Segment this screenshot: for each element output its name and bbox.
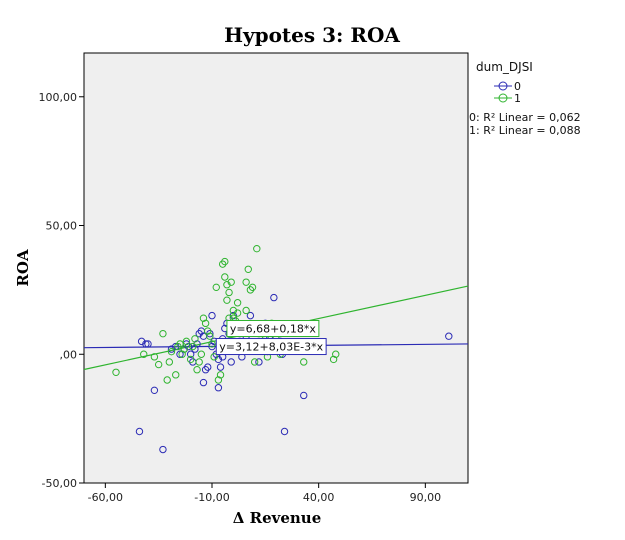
point-series-1 <box>140 350 148 358</box>
point-series-1 <box>212 283 220 292</box>
point-series-1 <box>332 350 340 358</box>
point-series-0 <box>280 427 289 436</box>
point-series-1 <box>242 278 250 286</box>
point-series-0 <box>246 311 255 320</box>
point-series-1 <box>154 360 163 369</box>
point-series-1 <box>167 347 176 356</box>
x-tick-label: 40,00 <box>303 491 335 504</box>
point-series-1 <box>191 335 199 343</box>
point-series-1 <box>180 345 188 353</box>
point-series-1 <box>197 350 206 358</box>
point-series-1 <box>244 265 252 273</box>
point-series-1 <box>193 366 201 374</box>
point-series-0 <box>159 445 167 454</box>
legend-marker-1 <box>498 93 508 103</box>
point-series-1 <box>300 358 308 366</box>
point-series-1 <box>186 355 195 364</box>
point-series-1 <box>112 368 120 376</box>
point-series-1 <box>223 296 231 304</box>
point-series-0 <box>227 358 235 366</box>
point-series-1 <box>253 244 261 253</box>
y-tick-label: 100,00 <box>39 91 78 104</box>
legend-entry-1: 1 <box>494 92 521 105</box>
point-series-1 <box>206 332 214 340</box>
point-series-1 <box>182 337 191 346</box>
x-tick-label: -60,00 <box>88 491 123 504</box>
point-series-0 <box>142 340 150 348</box>
point-series-0 <box>186 350 195 358</box>
x-axis-title: Δ Revenue <box>233 509 321 527</box>
point-series-0 <box>214 384 223 392</box>
point-series-1 <box>248 283 257 292</box>
legend-label-0: 0 <box>514 80 521 93</box>
point-series-1 <box>189 342 197 351</box>
fit-annotation-text: y=6,68+0,18*x <box>230 323 316 336</box>
y-tick-label: ,00 <box>60 348 78 361</box>
chart-title: Hypotes 3: ROA <box>224 23 400 47</box>
point-series-1 <box>221 273 229 281</box>
point-series-1 <box>225 288 233 297</box>
legend-title: dum_DJSI <box>476 60 533 74</box>
point-series-1 <box>176 340 184 348</box>
point-series-1 <box>210 353 218 361</box>
legend-fit-label-1: 1: R² Linear = 0,088 <box>469 124 581 137</box>
point-series-0 <box>445 332 453 340</box>
point-series-0 <box>216 363 225 371</box>
point-series-0 <box>204 363 212 371</box>
x-tick-label: 90,00 <box>410 491 442 504</box>
legend-fit-label-0: 0: R² Linear = 0,062 <box>469 111 581 124</box>
point-series-1 <box>233 299 242 307</box>
point-series-1 <box>250 358 259 366</box>
axis-ticks: -60,00 -10,00 40,00 90,00 -50,00 ,00 50,00 100,… <box>39 91 442 504</box>
legend-label-1: 1 <box>514 92 521 105</box>
y-tick-label: -50,00 <box>42 477 77 490</box>
point-series-1 <box>227 278 235 286</box>
y-tick-label: 50,00 <box>46 220 78 233</box>
y-axis-title: ROA <box>14 249 32 287</box>
point-series-1 <box>201 319 210 328</box>
point-series-0 <box>199 378 208 387</box>
fit-annotation-1: y=6,68+0,18*x <box>226 320 320 338</box>
point-series-0 <box>300 391 308 400</box>
point-series-0 <box>255 358 263 366</box>
point-series-1 <box>216 371 225 379</box>
point-series-1 <box>233 309 242 317</box>
point-series-0 <box>176 350 184 358</box>
point-series-0 <box>144 340 152 348</box>
legend-marker-0 <box>498 81 508 91</box>
point-series-0 <box>270 293 278 302</box>
point-series-1 <box>242 306 250 315</box>
point-series-0 <box>150 386 159 395</box>
point-series-1 <box>159 329 167 338</box>
point-series-1 <box>172 371 180 379</box>
point-series-0 <box>135 427 144 436</box>
legend-entry-0: 0 <box>494 80 521 93</box>
fit-annotation-text: y=3,12+8,03E-3*x <box>219 341 323 354</box>
legend: dum_DJSI 0 1 0: R² Linear = 0,062 1: R² … <box>469 60 581 137</box>
point-series-1 <box>208 340 216 348</box>
point-series-1 <box>150 353 159 361</box>
fit-annotation-0: y=3,12+8,03E-3*x <box>215 338 327 356</box>
point-series-1 <box>195 358 203 366</box>
fit-annotation-box <box>226 320 320 338</box>
fit-annotation-box <box>215 338 327 356</box>
x-tick-label: -10,00 <box>194 491 229 504</box>
plot-area <box>83 52 469 484</box>
point-series-1 <box>163 376 171 384</box>
fit-annotations: y=6,68+0,18*x y=3,12+8,03E-3*x <box>215 320 327 356</box>
point-series-0 <box>208 311 216 320</box>
point-series-1 <box>221 257 229 266</box>
point-series-1 <box>165 358 174 366</box>
